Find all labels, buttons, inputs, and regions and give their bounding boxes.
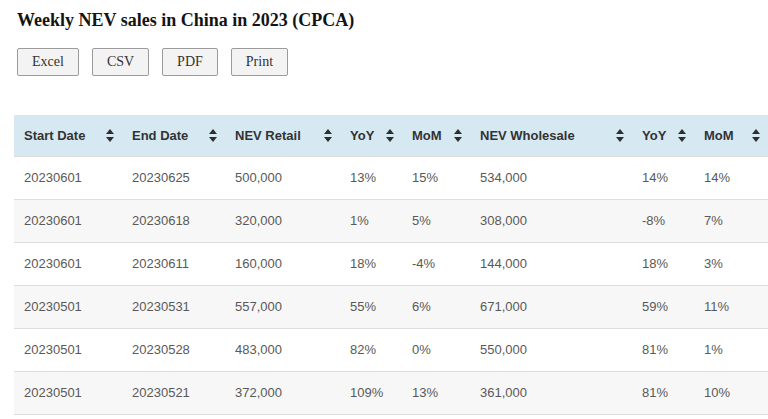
column-label-mom-retail: MoM xyxy=(412,128,442,143)
export-button-excel[interactable]: Excel xyxy=(17,48,79,76)
cell-mom-retail: 5% xyxy=(402,200,470,243)
cell-nev-retail: 500,000 xyxy=(225,157,340,200)
cell-mom-wholesale: 1% xyxy=(694,329,768,372)
sort-icon[interactable] xyxy=(678,129,687,142)
cell-yoy-wholesale: 81% xyxy=(632,329,694,372)
column-label-yoy-retail: YoY xyxy=(350,128,374,143)
cell-start-date: 20230501 xyxy=(14,372,122,415)
cell-yoy-wholesale: -8% xyxy=(632,200,694,243)
cell-mom-wholesale: 10% xyxy=(694,372,768,415)
table-row: 2023050120230521372,000109%13%361,00081%… xyxy=(14,372,768,415)
cell-end-date: 20230625 xyxy=(122,157,225,200)
cell-mom-retail: 0% xyxy=(402,329,470,372)
cell-start-date: 20230601 xyxy=(14,243,122,286)
cell-yoy-retail: 1% xyxy=(340,200,402,243)
data-table-container: Start Date End Date NEV Retail YoY MoM NEV Wh… xyxy=(14,115,768,419)
cell-yoy-retail: 13% xyxy=(340,157,402,200)
sort-icon[interactable] xyxy=(752,129,761,142)
column-header-mom-retail[interactable]: MoM xyxy=(402,115,470,157)
column-label-end-date: End Date xyxy=(132,128,188,143)
table-body: 2023060120230625500,00013%15%534,00014%1… xyxy=(14,157,768,415)
sort-icon[interactable] xyxy=(324,129,333,142)
cell-nev-retail: 320,000 xyxy=(225,200,340,243)
cell-yoy-retail: 82% xyxy=(340,329,402,372)
cell-nev-retail: 557,000 xyxy=(225,286,340,329)
table-row: 2023060120230618320,0001%5%308,000-8%7% xyxy=(14,200,768,243)
column-label-nev-wholesale: NEV Wholesale xyxy=(480,128,575,143)
cell-yoy-retail: 109% xyxy=(340,372,402,415)
cell-mom-retail: 13% xyxy=(402,372,470,415)
column-label-start-date: Start Date xyxy=(24,128,85,143)
export-button-pdf[interactable]: PDF xyxy=(162,48,218,76)
cell-nev-wholesale: 308,000 xyxy=(470,200,632,243)
cell-mom-retail: 6% xyxy=(402,286,470,329)
table-row: 2023050120230531557,00055%6%671,00059%11… xyxy=(14,286,768,329)
cell-end-date: 20230521 xyxy=(122,372,225,415)
export-button-csv[interactable]: CSV xyxy=(92,48,149,76)
column-header-yoy-wholesale[interactable]: YoY xyxy=(632,115,694,157)
cell-mom-retail: -4% xyxy=(402,243,470,286)
cell-mom-wholesale: 3% xyxy=(694,243,768,286)
cell-end-date: 20230611 xyxy=(122,243,225,286)
table-row: 2023060120230625500,00013%15%534,00014%1… xyxy=(14,157,768,200)
sort-icon[interactable] xyxy=(209,129,218,142)
export-button-print[interactable]: Print xyxy=(231,48,288,76)
cell-yoy-wholesale: 81% xyxy=(632,372,694,415)
column-label-nev-retail: NEV Retail xyxy=(235,128,301,143)
sort-icon[interactable] xyxy=(616,129,625,142)
column-header-nev-wholesale[interactable]: NEV Wholesale xyxy=(470,115,632,157)
column-header-start-date[interactable]: Start Date xyxy=(14,115,122,157)
cell-nev-wholesale: 534,000 xyxy=(470,157,632,200)
cell-nev-wholesale: 671,000 xyxy=(470,286,632,329)
cell-start-date: 20230501 xyxy=(14,286,122,329)
column-header-end-date[interactable]: End Date xyxy=(122,115,225,157)
cell-nev-retail: 160,000 xyxy=(225,243,340,286)
sort-icon[interactable] xyxy=(386,129,395,142)
sort-icon[interactable] xyxy=(106,129,115,142)
cell-yoy-retail: 18% xyxy=(340,243,402,286)
cell-mom-wholesale: 14% xyxy=(694,157,768,200)
cell-mom-wholesale: 11% xyxy=(694,286,768,329)
cell-mom-retail: 15% xyxy=(402,157,470,200)
table-row: 2023050120230528483,00082%0%550,00081%1% xyxy=(14,329,768,372)
column-header-mom-wholesale[interactable]: MoM xyxy=(694,115,768,157)
cell-end-date: 20230618 xyxy=(122,200,225,243)
cell-start-date: 20230601 xyxy=(14,157,122,200)
cell-nev-wholesale: 361,000 xyxy=(470,372,632,415)
cell-nev-wholesale: 550,000 xyxy=(470,329,632,372)
partial-next-row xyxy=(14,414,768,419)
cell-nev-retail: 372,000 xyxy=(225,372,340,415)
export-toolbar: Excel CSV PDF Print xyxy=(17,48,768,77)
cell-start-date: 20230501 xyxy=(14,329,122,372)
column-header-yoy-retail[interactable]: YoY xyxy=(340,115,402,157)
cell-nev-retail: 483,000 xyxy=(225,329,340,372)
cell-end-date: 20230528 xyxy=(122,329,225,372)
nev-sales-table: Start Date End Date NEV Retail YoY MoM NEV Wh… xyxy=(14,115,768,414)
cell-yoy-wholesale: 18% xyxy=(632,243,694,286)
cell-yoy-wholesale: 14% xyxy=(632,157,694,200)
sort-icon[interactable] xyxy=(454,129,463,142)
table-row: 2023060120230611160,00018%-4%144,00018%3… xyxy=(14,243,768,286)
table-header-row: Start Date End Date NEV Retail YoY MoM NEV Wh… xyxy=(14,115,768,157)
cell-start-date: 20230601 xyxy=(14,200,122,243)
page-title: Weekly NEV sales in China in 2023 (CPCA) xyxy=(17,9,751,31)
column-label-yoy-wholesale: YoY xyxy=(642,128,666,143)
column-header-nev-retail[interactable]: NEV Retail xyxy=(225,115,340,157)
cell-yoy-wholesale: 59% xyxy=(632,286,694,329)
cell-mom-wholesale: 7% xyxy=(694,200,768,243)
column-label-mom-wholesale: MoM xyxy=(704,128,734,143)
cell-yoy-retail: 55% xyxy=(340,286,402,329)
cell-end-date: 20230531 xyxy=(122,286,225,329)
cell-nev-wholesale: 144,000 xyxy=(470,243,632,286)
